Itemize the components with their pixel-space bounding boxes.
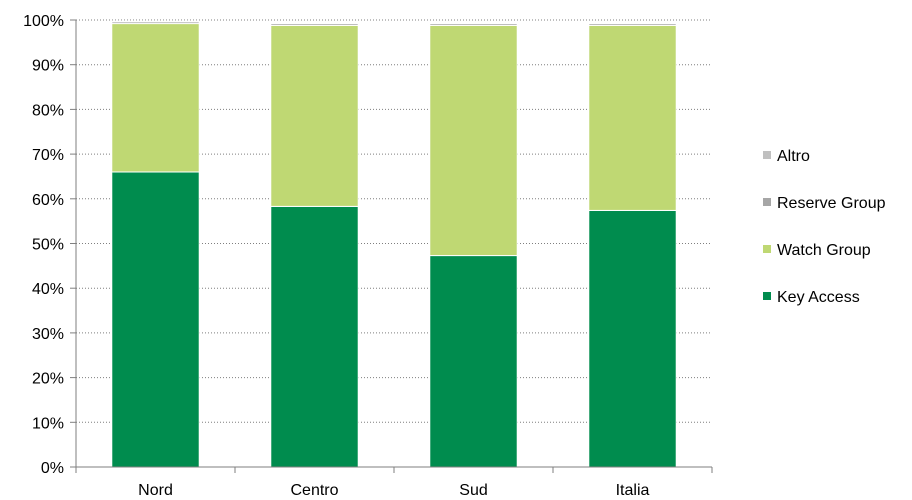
legend: Altro Reserve Group Watch Group Key Access bbox=[763, 148, 886, 306]
axes bbox=[70, 19, 713, 473]
legend-swatch bbox=[763, 198, 771, 206]
y-tick-label: 0% bbox=[41, 460, 64, 477]
bar-segment bbox=[111, 23, 200, 173]
bar-segment bbox=[429, 24, 518, 257]
y-tick-label: 30% bbox=[32, 326, 64, 343]
y-tick-label: 10% bbox=[32, 415, 64, 432]
x-axis-tick-labels: Nord Centro Sud Italia bbox=[138, 482, 649, 499]
y-tick-label: 100% bbox=[23, 13, 64, 30]
y-tick-label: 90% bbox=[32, 58, 64, 75]
y-axis-tick-labels: 0% 10% 20% 30% 40% 50% 60% 70% 80% 90% 100% bbox=[23, 13, 64, 477]
bar-segment bbox=[111, 171, 200, 468]
y-tick-label: 20% bbox=[32, 371, 64, 388]
bar-segment bbox=[429, 255, 518, 468]
legend-swatch bbox=[763, 151, 771, 159]
bar-segment bbox=[270, 205, 359, 468]
x-tick-label: Sud bbox=[459, 482, 487, 499]
x-tick-label: Italia bbox=[616, 482, 650, 499]
bar-segment bbox=[429, 22, 518, 25]
legend-label: Altro bbox=[777, 148, 810, 165]
bar-segment bbox=[588, 22, 677, 25]
legend-label: Reserve Group bbox=[777, 195, 886, 212]
x-tick-label: Nord bbox=[138, 482, 173, 499]
y-tick-label: 70% bbox=[32, 147, 64, 164]
bar-segment bbox=[111, 20, 200, 23]
bar-segment bbox=[270, 24, 359, 207]
bar-segment bbox=[588, 209, 677, 468]
y-tick-label: 50% bbox=[32, 237, 64, 254]
bar-segment bbox=[270, 22, 359, 25]
legend-swatch bbox=[763, 245, 771, 253]
y-tick-label: 80% bbox=[32, 102, 64, 119]
legend-label: Watch Group bbox=[777, 242, 871, 259]
legend-label: Key Access bbox=[777, 289, 860, 306]
bar-segment bbox=[588, 24, 677, 211]
y-tick-label: 60% bbox=[32, 192, 64, 209]
y-tick-label: 40% bbox=[32, 281, 64, 298]
legend-swatch bbox=[763, 292, 771, 300]
x-tick-label: Centro bbox=[290, 482, 338, 499]
